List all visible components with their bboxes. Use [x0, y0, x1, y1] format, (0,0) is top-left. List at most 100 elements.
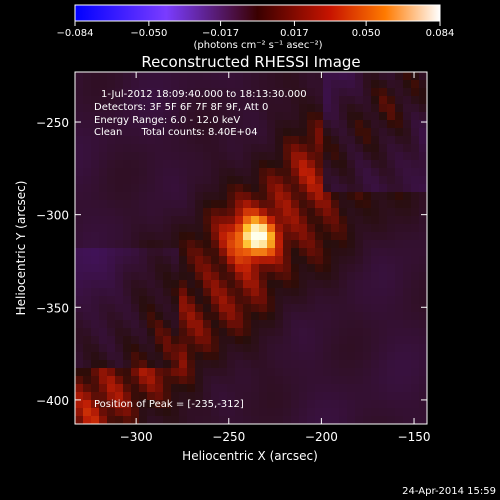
heatmap-cell — [211, 224, 220, 233]
heatmap-cell — [331, 208, 340, 217]
heatmap-cell — [131, 168, 140, 177]
heatmap-cell — [315, 80, 324, 89]
heatmap-cell — [91, 72, 100, 81]
heatmap-cell — [171, 168, 180, 177]
heatmap-cell — [91, 296, 100, 305]
y-tick-label: −400 — [36, 394, 69, 408]
heatmap-cell — [275, 328, 284, 337]
heatmap-cell — [83, 360, 92, 369]
heatmap-cell — [115, 216, 124, 225]
heatmap-cell — [219, 296, 228, 305]
heatmap-cell — [91, 88, 100, 97]
heatmap-cell — [355, 392, 364, 401]
heatmap-cell — [83, 408, 92, 417]
heatmap-cell — [131, 136, 140, 145]
heatmap-cell — [411, 224, 420, 233]
heatmap-cell — [75, 184, 84, 193]
heatmap-cell — [371, 168, 380, 177]
heatmap-cell — [219, 288, 228, 297]
heatmap-cell — [403, 312, 412, 321]
heatmap-cell — [395, 328, 404, 337]
heatmap-cell — [243, 232, 252, 241]
heatmap-cell — [83, 304, 92, 313]
heatmap-cell — [107, 376, 116, 385]
heatmap-cell — [275, 136, 284, 145]
heatmap-cell — [115, 184, 124, 193]
heatmap-cell — [283, 128, 292, 137]
heatmap-cell — [291, 264, 300, 273]
heatmap-cell — [203, 120, 212, 129]
heatmap-cell — [179, 368, 188, 377]
heatmap-cell — [323, 280, 332, 289]
heatmap-cell — [243, 160, 252, 169]
heatmap-cell — [131, 408, 140, 417]
heatmap-cell — [203, 96, 212, 105]
heatmap-cell — [379, 368, 388, 377]
heatmap-cell — [131, 232, 140, 241]
heatmap-cell — [75, 368, 84, 377]
heatmap-cell — [115, 176, 124, 185]
heatmap-cell — [315, 96, 324, 105]
heatmap-cell — [323, 104, 332, 113]
heatmap-cell — [283, 296, 292, 305]
heatmap-cell — [275, 200, 284, 209]
heatmap-cell — [179, 176, 188, 185]
heatmap-cell — [355, 408, 364, 417]
heatmap-cell — [323, 384, 332, 393]
heatmap-cell — [147, 176, 156, 185]
heatmap-cell — [395, 280, 404, 289]
heatmap-cell — [123, 272, 132, 281]
heatmap-cell — [83, 208, 92, 217]
heatmap-cell — [395, 184, 404, 193]
heatmap-cell — [291, 224, 300, 233]
heatmap-cell — [155, 272, 164, 281]
heatmap-cell — [363, 272, 372, 281]
heatmap-cell — [203, 192, 212, 201]
heatmap-cell — [155, 312, 164, 321]
heatmap-cell — [339, 80, 348, 89]
heatmap-cell — [275, 120, 284, 129]
heatmap-cell — [403, 80, 412, 89]
heatmap-cell — [379, 144, 388, 153]
heatmap-cell — [395, 408, 404, 417]
heatmap-cell — [187, 112, 196, 121]
heatmap-cell — [259, 312, 268, 321]
heatmap-cell — [195, 208, 204, 217]
heatmap-cell — [83, 280, 92, 289]
heatmap-cell — [299, 344, 308, 353]
heatmap-cell — [219, 336, 228, 345]
heatmap-cell — [347, 88, 356, 97]
heatmap-cell — [275, 192, 284, 201]
heatmap-cell — [131, 112, 140, 121]
heatmap-cell — [403, 304, 412, 313]
heatmap-cell — [187, 144, 196, 153]
heatmap-cell — [251, 416, 260, 424]
heatmap-cell — [363, 264, 372, 273]
heatmap-cell — [379, 376, 388, 385]
heatmap-cell — [371, 128, 380, 137]
heatmap-cell — [299, 144, 308, 153]
heatmap-cell — [227, 232, 236, 241]
heatmap-cell — [91, 416, 100, 424]
heatmap-cell — [195, 328, 204, 337]
heatmap-cell — [331, 192, 340, 201]
heatmap-cell — [115, 272, 124, 281]
heatmap-cell — [363, 416, 372, 424]
heatmap-cell — [195, 408, 204, 417]
heatmap-cell — [171, 104, 180, 113]
heatmap-cell — [419, 344, 427, 353]
heatmap-cell — [275, 240, 284, 249]
heatmap-cell — [195, 104, 204, 113]
heatmap-cell — [323, 232, 332, 241]
heatmap-cell — [195, 264, 204, 273]
heatmap-cell — [155, 248, 164, 257]
heatmap-cell — [275, 288, 284, 297]
heatmap-cell — [419, 72, 427, 81]
heatmap-cell — [307, 416, 316, 424]
annotation-peak-position: Position of Peak = [-235,-312] — [94, 399, 244, 410]
heatmap-cell — [187, 80, 196, 89]
heatmap-cell — [403, 240, 412, 249]
heatmap-cell — [323, 368, 332, 377]
heatmap-cell — [331, 232, 340, 241]
heatmap-cell — [235, 376, 244, 385]
